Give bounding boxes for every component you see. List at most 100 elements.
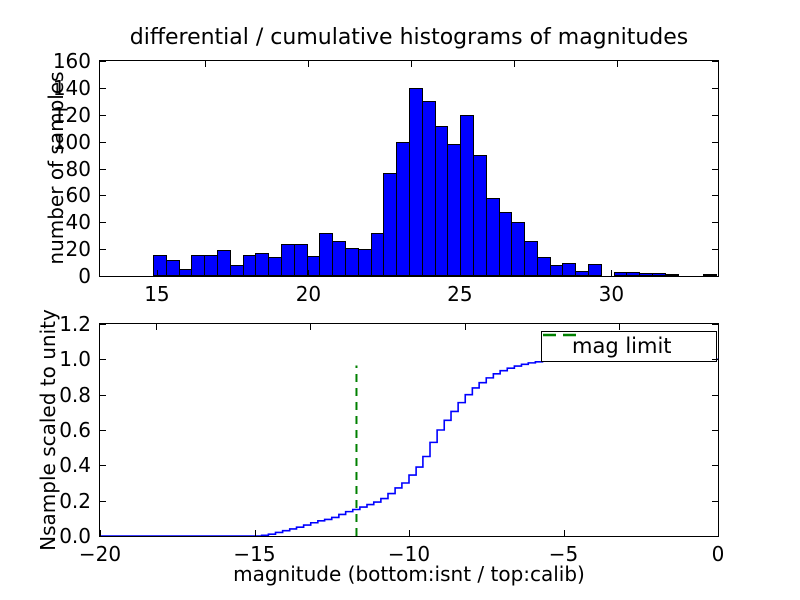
y-tick-mark xyxy=(712,465,718,467)
y-tick-mark xyxy=(712,500,718,502)
y-tick-label: 60 xyxy=(65,183,91,208)
y-tick-mark xyxy=(100,61,106,62)
y-tick-mark xyxy=(712,324,718,325)
x-tick-mark xyxy=(718,530,719,536)
y-tick-mark xyxy=(712,61,718,62)
histogram-bar xyxy=(409,87,423,276)
y-tick-label: 40 xyxy=(65,210,91,235)
top-edge-tick-mark xyxy=(514,61,516,67)
histogram-bar xyxy=(511,222,525,276)
top-edge-tick-mark xyxy=(310,324,312,330)
histogram-bar xyxy=(652,273,666,276)
top-edge-tick-mark xyxy=(155,324,157,330)
cumulative-curve xyxy=(100,358,718,536)
histogram-bar xyxy=(166,259,180,276)
top-edge-tick-mark xyxy=(411,61,413,67)
y-tick-mark xyxy=(712,394,718,396)
x-tick-label: −15 xyxy=(233,542,276,566)
y-tick-mark xyxy=(100,87,106,89)
histogram-bar xyxy=(626,271,640,276)
x-tick-mark xyxy=(308,270,310,276)
y-tick-label: 0.6 xyxy=(59,418,91,442)
x-tick-label: 15 xyxy=(144,282,170,306)
y-tick-mark xyxy=(100,465,106,467)
histogram-bar xyxy=(332,241,346,276)
histogram-bar xyxy=(345,247,359,276)
x-tick-label: −20 xyxy=(78,542,122,566)
y-tick-mark xyxy=(100,114,106,116)
y-tick-mark xyxy=(100,324,106,325)
histogram-bar xyxy=(191,254,205,276)
histogram-bar xyxy=(294,243,308,276)
y-tick-label: 0.4 xyxy=(59,453,91,478)
x-tick-mark xyxy=(100,530,101,536)
y-tick-label: 0.0 xyxy=(59,524,91,548)
histogram-bar xyxy=(281,243,295,276)
histogram-bar xyxy=(588,263,602,276)
histogram-bar xyxy=(268,257,282,276)
y-tick-mark xyxy=(712,359,718,361)
top-edge-tick-mark xyxy=(464,324,466,330)
legend-label: mag limit xyxy=(572,334,672,358)
y-tick-mark xyxy=(100,195,106,197)
y-tick-label: 140 xyxy=(52,75,91,100)
y-tick-label: 20 xyxy=(65,237,91,262)
x-tick-label: 0 xyxy=(711,542,725,566)
y-tick-mark xyxy=(100,276,106,277)
y-tick-mark xyxy=(712,87,718,89)
x-tick-mark xyxy=(409,530,410,536)
bottom-plot-xlabel: magnitude (bottom:isnt / top:calib) xyxy=(233,562,585,586)
histogram-bar xyxy=(639,273,653,276)
y-tick-mark xyxy=(712,195,718,197)
legend-dash-sample-icon xyxy=(543,333,583,337)
y-tick-mark xyxy=(712,141,718,143)
y-tick-mark xyxy=(100,168,106,170)
top-edge-tick-mark xyxy=(205,61,207,67)
histogram-bar xyxy=(486,198,500,276)
cumulative-curve-canvas xyxy=(100,358,718,536)
histogram-bar xyxy=(447,144,461,276)
y-tick-label: 1.2 xyxy=(59,312,91,336)
top-histogram-axes xyxy=(99,60,719,277)
x-tick-mark xyxy=(156,270,158,276)
y-tick-label: 0.2 xyxy=(59,488,91,513)
x-tick-mark xyxy=(611,270,613,276)
histogram-bar xyxy=(703,274,717,276)
y-tick-mark xyxy=(100,394,106,396)
y-tick-mark xyxy=(100,500,106,502)
histogram-bar xyxy=(358,249,372,276)
histogram-bar xyxy=(473,155,487,276)
top-edge-tick-mark xyxy=(308,61,310,67)
y-tick-mark xyxy=(712,222,718,224)
histogram-bar xyxy=(383,172,397,276)
top-edge-tick-mark xyxy=(619,324,621,330)
y-tick-mark xyxy=(100,141,106,143)
histogram-bar xyxy=(319,233,333,276)
histogram-bar xyxy=(665,274,679,276)
x-tick-mark xyxy=(254,530,256,536)
y-tick-mark xyxy=(712,430,718,431)
x-tick-label: 20 xyxy=(295,282,322,306)
y-tick-mark xyxy=(712,114,718,116)
histogram-bar xyxy=(217,250,231,276)
x-tick-label: 25 xyxy=(447,282,473,306)
histogram-bar xyxy=(396,141,410,276)
top-plot-title: differential / cumulative histograms of … xyxy=(129,25,689,50)
x-tick-label: −5 xyxy=(548,542,579,566)
y-tick-label: 80 xyxy=(65,156,91,181)
y-tick-mark xyxy=(100,222,106,224)
y-tick-mark xyxy=(100,430,106,431)
y-tick-label: 0.8 xyxy=(59,382,91,407)
y-tick-mark xyxy=(100,536,106,537)
y-tick-label: 100 xyxy=(52,129,91,154)
histogram-bar xyxy=(255,253,269,276)
histogram-bar xyxy=(230,265,244,276)
histogram-bar xyxy=(153,254,167,276)
y-tick-label: 120 xyxy=(52,102,91,127)
x-tick-label: 30 xyxy=(598,282,625,306)
y-tick-label: 0 xyxy=(78,264,91,288)
y-tick-label: 1.0 xyxy=(59,347,91,372)
histogram-bar xyxy=(460,114,474,276)
x-tick-mark xyxy=(563,530,565,536)
